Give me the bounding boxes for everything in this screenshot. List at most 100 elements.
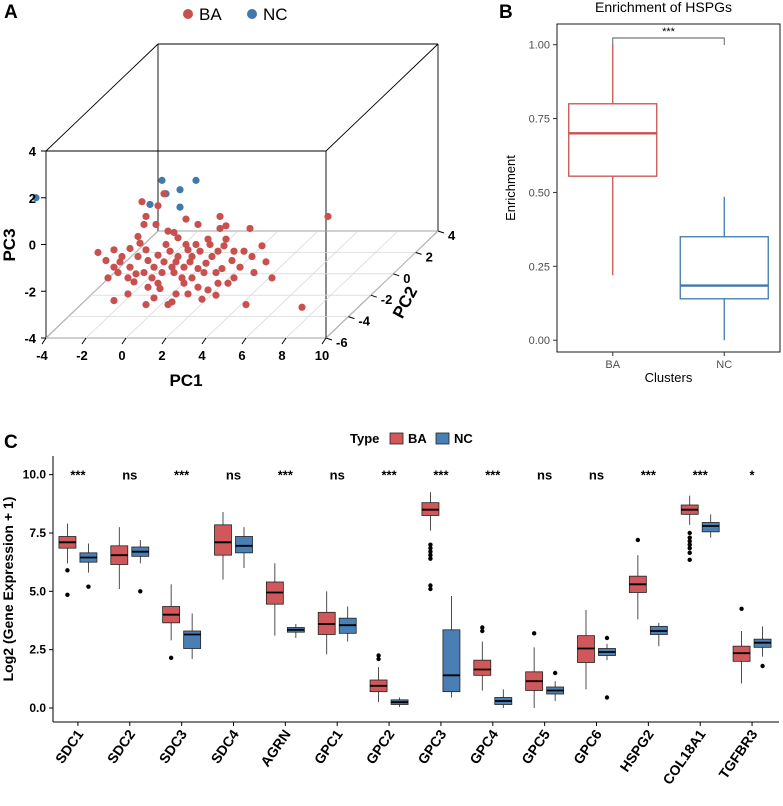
point-ba [150, 294, 158, 302]
x-axis-label: PC1 [169, 371, 202, 390]
gene-group-gpc2 [369, 653, 409, 707]
y-tick [437, 230, 445, 234]
outlier-point [604, 695, 610, 700]
y-tick [415, 251, 422, 255]
box-edge [45, 43, 159, 152]
x-tick [121, 337, 127, 345]
y-tick-label: 7.5 [29, 526, 46, 540]
gene-group-sdc1 [58, 523, 98, 598]
box-edge [325, 43, 439, 152]
outlier-point [168, 655, 174, 661]
significance-label: *** [278, 468, 294, 483]
outlier-point [480, 625, 485, 630]
point-ba [126, 263, 134, 271]
x-tick-label: 4 [198, 348, 206, 363]
box-nc [701, 514, 720, 538]
point-ba [262, 258, 270, 266]
y-tick-label: 0 [403, 271, 410, 286]
outlier-point [687, 535, 692, 540]
significance-label: *** [485, 468, 501, 483]
outlier-point [687, 550, 692, 556]
point-ba [248, 252, 256, 261]
legend-c: Type BA NC [350, 431, 473, 446]
box-ba [577, 610, 595, 690]
point-ba [132, 270, 140, 278]
y-tick [370, 294, 377, 298]
point-ba [206, 240, 214, 249]
z-tick-label: -2 [24, 284, 36, 299]
point-ba [160, 258, 168, 266]
point-ba [242, 301, 250, 309]
x-tick-label: HSPG2 [616, 726, 656, 774]
gene-group-agrn [265, 563, 305, 638]
x-tick-label: 8 [278, 348, 285, 363]
y-tick-label: 10.0 [23, 468, 47, 482]
box-ba [628, 537, 647, 620]
floor-grid-line [165, 230, 279, 339]
x-tick [81, 337, 87, 345]
point-ba [156, 284, 164, 293]
y-axis-label: Log2 (Gene Expression + 1) [0, 497, 16, 682]
point-ba [324, 212, 332, 221]
outlier-point [428, 542, 433, 547]
point-ba [230, 247, 238, 255]
point-ba [144, 283, 152, 291]
point-ba [216, 224, 224, 233]
box-ba [265, 563, 284, 636]
significance-label: *** [381, 468, 397, 483]
chart-c-gene-expression-boxplot: Type BA NC 0.0 2.5 5.0 7.5 10.0 Log2 (Gene Expre… [0, 431, 779, 787]
x-tick [281, 337, 287, 345]
box-ba [214, 512, 232, 580]
point-ba [154, 202, 162, 210]
point-ba [136, 239, 144, 247]
chart-title: Enrichment of HSPGs [595, 0, 732, 15]
point-ba [110, 263, 118, 271]
box-nc [679, 196, 769, 341]
y-tick-label: 5.0 [29, 584, 46, 598]
gene-group-sdc4 [214, 512, 253, 580]
y-tick-label: 2 [426, 249, 433, 264]
x-tick-label: GPC2 [363, 726, 398, 767]
point-ba [144, 256, 152, 265]
box-ba [162, 584, 181, 661]
point-nc [146, 200, 154, 209]
point-ba [208, 252, 216, 261]
box-iqr [473, 659, 492, 676]
point-ba [164, 301, 172, 309]
point-ba [142, 246, 150, 254]
point-ba [218, 264, 226, 273]
point-ba [140, 268, 148, 277]
point-ba [200, 268, 208, 277]
point-ba [246, 224, 254, 233]
x-tick-label: AGRN [257, 727, 294, 770]
point-ba [194, 283, 202, 291]
point-nc [176, 186, 184, 194]
x-tick-label: SDC4 [207, 726, 242, 766]
x-tick [321, 337, 327, 345]
x-tick-label: TGFBR3 [715, 726, 760, 781]
box-nc [494, 689, 513, 708]
box-nc [649, 622, 668, 647]
y-tick-label: -6 [336, 335, 348, 350]
outlier-point [428, 545, 433, 551]
point-ba [172, 290, 180, 298]
pca-points [32, 176, 332, 311]
point-ba [188, 274, 196, 282]
box-ba [421, 492, 440, 592]
gene-group-gpc4 [473, 625, 513, 708]
box-nc [235, 527, 253, 568]
outlier-point [531, 631, 537, 636]
box-nc [183, 613, 202, 659]
floor-grid-line [325, 230, 439, 339]
box-ba [317, 591, 336, 655]
point-ba [184, 290, 192, 298]
x-tick-label: -4 [36, 348, 48, 363]
significance-label: ns [537, 468, 552, 483]
plot-border [556, 23, 781, 353]
x-tick-label: GPC6 [570, 726, 605, 767]
x-tick-label: NC [716, 359, 732, 371]
x-tick-label: GPC3 [414, 726, 449, 767]
legend-swatch-nc [435, 432, 450, 445]
point-nc [192, 176, 200, 184]
